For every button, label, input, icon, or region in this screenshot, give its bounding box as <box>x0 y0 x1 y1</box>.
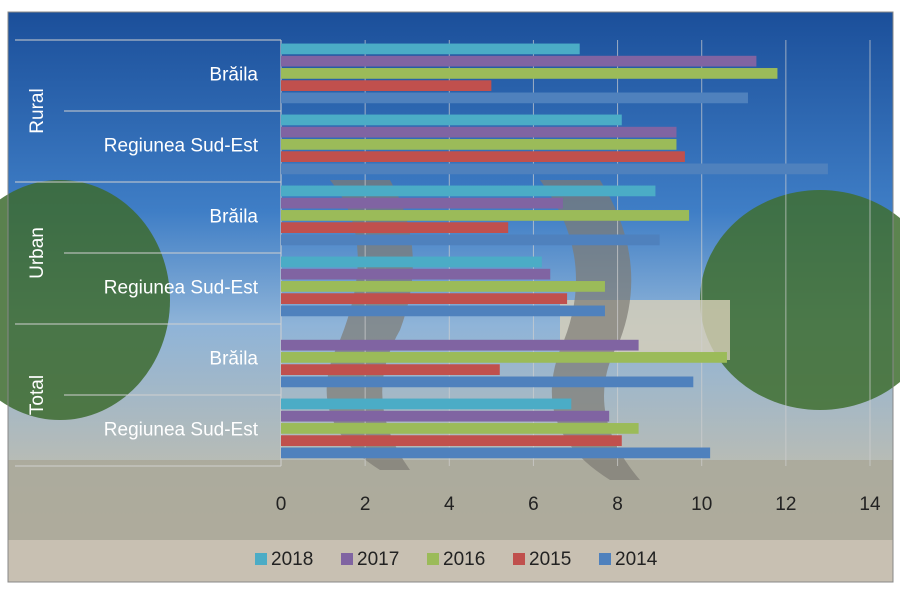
x-tick-label: 10 <box>691 494 712 515</box>
x-tick-label: 12 <box>775 494 796 515</box>
bar <box>281 306 605 317</box>
bar <box>281 80 491 91</box>
legend-label: 2018 <box>271 549 313 570</box>
legend-swatch <box>427 553 439 565</box>
legend-swatch <box>599 553 611 565</box>
legend-label: 2017 <box>357 549 399 570</box>
category-label: Brăila <box>209 65 258 86</box>
bar <box>281 115 622 126</box>
x-tick-label: 8 <box>612 494 623 515</box>
bar <box>281 44 580 55</box>
bar <box>281 139 676 150</box>
bar <box>281 411 609 422</box>
bar <box>281 352 727 363</box>
category-label: Brăila <box>209 349 258 370</box>
category-label: Regiunea Sud-Est <box>104 136 259 157</box>
x-tick-label: 6 <box>528 494 539 515</box>
group-label: Total <box>27 375 48 415</box>
legend-label: 2015 <box>529 549 571 570</box>
category-label: Regiunea Sud-Est <box>104 420 259 441</box>
bar <box>281 364 500 375</box>
bar <box>281 198 563 209</box>
bar <box>281 293 567 304</box>
bar <box>281 269 550 280</box>
bar <box>281 93 748 104</box>
x-tick-label: 4 <box>444 494 455 515</box>
bar <box>281 340 639 351</box>
bar <box>281 423 639 434</box>
bar <box>281 399 571 410</box>
legend-label: 2014 <box>615 549 658 570</box>
bar <box>281 435 622 446</box>
bar <box>281 68 777 79</box>
bar <box>281 56 756 67</box>
legend-label: 2016 <box>443 549 485 570</box>
bar <box>281 164 828 175</box>
bar <box>281 377 693 388</box>
category-label: Brăila <box>209 207 258 228</box>
x-tick-label: 14 <box>859 494 881 515</box>
group-label: Rural <box>27 88 48 133</box>
legend-swatch <box>255 553 267 565</box>
legend-swatch <box>341 553 353 565</box>
x-tick-label: 2 <box>360 494 371 515</box>
bar <box>281 448 710 459</box>
bar <box>281 186 655 197</box>
bar <box>281 222 508 233</box>
bar <box>281 151 685 162</box>
group-label: Urban <box>27 227 48 279</box>
category-label: Regiunea Sud-Est <box>104 278 259 299</box>
bar <box>281 281 605 292</box>
bar <box>281 210 689 221</box>
legend-swatch <box>513 553 525 565</box>
chart: 0 2 4 6 8 10 12 14 Rural Brăila Regiunea Sud-Est Ur… <box>0 0 900 589</box>
bar <box>281 257 542 268</box>
bar <box>281 127 676 138</box>
bar <box>281 235 660 246</box>
x-tick-label: 0 <box>276 494 287 515</box>
